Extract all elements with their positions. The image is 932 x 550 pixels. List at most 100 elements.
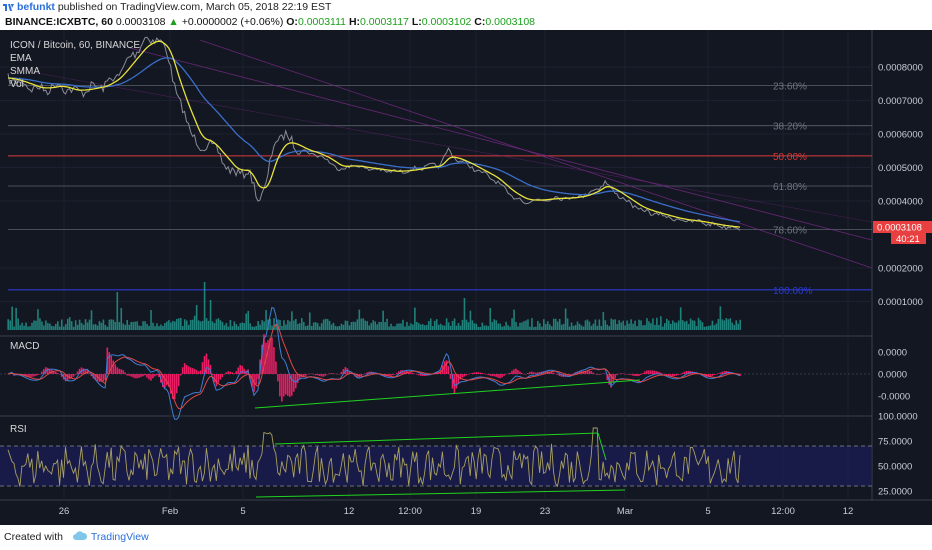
volume-bar-167 — [338, 325, 341, 330]
volume-bar-350 — [701, 322, 704, 330]
volume-bar-237 — [477, 326, 480, 330]
macd-label: MACD — [10, 341, 39, 352]
macd-hist-178 — [360, 374, 363, 376]
volume-bar-116 — [237, 326, 240, 330]
macd-hist-12 — [31, 374, 33, 377]
macd-hist-275 — [552, 372, 555, 374]
footer-brand[interactable]: TradingView — [90, 531, 149, 543]
volume-bar-102 — [209, 300, 212, 330]
volume-bar-284 — [570, 322, 573, 330]
volume-bar-283 — [568, 326, 571, 330]
volume-bar-188 — [380, 322, 382, 330]
macd-hist-71 — [148, 374, 150, 380]
macd-hist-239 — [481, 372, 484, 374]
macd-hist-64 — [134, 374, 136, 379]
volume-bar-89 — [183, 319, 186, 330]
volume-bar-369 — [739, 319, 741, 330]
author-name[interactable]: befunkt — [17, 1, 55, 13]
macd-hist-118 — [241, 365, 243, 374]
volume-bar-53 — [112, 319, 115, 330]
macd-hist-321 — [644, 371, 646, 374]
time-tick-8: 5 — [705, 506, 710, 517]
macd-hist-59 — [124, 372, 126, 374]
macd-hist-21 — [48, 368, 51, 374]
volume-bar-362 — [725, 318, 728, 330]
fib-retracement[interactable]: 23.60% 38.20% 50.00% 61.80% 78.60% 100.00% — [8, 81, 872, 297]
volume-bar-341 — [683, 321, 686, 330]
volume-bar-17 — [41, 321, 43, 330]
volume-bar-7 — [21, 322, 23, 330]
macd-hist-134 — [273, 347, 275, 374]
volume-bar-275 — [552, 318, 555, 330]
time-tick-5: 19 — [471, 506, 482, 517]
volume-bar-196 — [396, 323, 398, 330]
macd-hist-42 — [90, 374, 93, 377]
volume-bar-163 — [330, 324, 333, 330]
macd-hist-51 — [108, 352, 111, 374]
volume-bar-336 — [673, 322, 676, 330]
macd-hist-9 — [25, 374, 27, 377]
volume-bar-233 — [469, 310, 472, 330]
macd-hist-203 — [409, 372, 412, 374]
macd-hist-106 — [217, 374, 220, 383]
macd-hist-313 — [628, 374, 630, 375]
volume-bar-295 — [592, 323, 595, 330]
volume-bar-95 — [195, 305, 198, 330]
volume-bar-178 — [360, 318, 363, 330]
macd-hist-68 — [142, 374, 144, 377]
volume-bar-87 — [179, 318, 182, 330]
volume-bar-126 — [257, 321, 259, 330]
last-price-tag — [873, 221, 932, 233]
time-tick-1: Feb — [162, 506, 178, 517]
time-tick-7: Mar — [617, 506, 633, 517]
macd-hist-268 — [538, 372, 541, 374]
volume-bar-157 — [318, 326, 321, 330]
rsi-tick-3: 25.0000 — [878, 487, 912, 498]
price-tick-3: 0.0005000 — [878, 163, 923, 174]
macd-hist-107 — [219, 374, 222, 380]
volume-bar-155 — [314, 322, 317, 330]
macd-hist-80 — [165, 374, 168, 386]
volume-bar-228 — [459, 325, 462, 330]
macd-hist-342 — [685, 370, 688, 374]
macd-hist-82 — [169, 374, 172, 394]
time-axis[interactable]: 26 Feb 5 12 12:00 19 23 Mar 5 12:00 12 — [59, 506, 854, 517]
ticker-bar: BINANCE:ICXBTC, 60 0.0003108 ▲ +0.000000… — [5, 15, 535, 29]
price-tick-1: 0.0007000 — [878, 96, 923, 107]
volume-bar-29 — [64, 324, 67, 330]
volume-bar-97 — [199, 321, 202, 330]
macd-hist-97 — [199, 370, 202, 374]
volume-bar-260 — [523, 321, 525, 330]
chart-svg[interactable]: 23.60% 38.20% 50.00% 61.80% 78.60% 100.00% 0.… — [0, 30, 932, 525]
price-axis[interactable]: 0.0008000 0.0007000 0.0006000 0.0005000 0.00… — [878, 63, 923, 498]
macd-tick-0: 0.0000 — [878, 348, 907, 359]
volume-bar-127 — [259, 324, 261, 330]
macd-hist-281 — [564, 374, 567, 377]
volume-bar-172 — [348, 325, 351, 330]
legend-vol[interactable]: Vol — [10, 79, 24, 90]
volume-bar-267 — [537, 320, 539, 330]
legend-smma[interactable]: SMMA — [10, 66, 40, 77]
macd-hist-72 — [150, 374, 152, 381]
macd-hist-34 — [74, 374, 77, 375]
macd-hist-234 — [471, 372, 474, 374]
macd-hist-266 — [534, 372, 537, 374]
legend-ema[interactable]: EMA — [10, 53, 32, 64]
macd-hist-137 — [279, 374, 281, 397]
macd-hist-111 — [227, 371, 230, 374]
volume-bar-120 — [245, 313, 248, 330]
macd-hist-270 — [542, 371, 545, 374]
volume-bar-56 — [118, 322, 121, 330]
volume-bar-135 — [275, 324, 277, 330]
fib-label-4: 78.60% — [773, 226, 807, 237]
volume-bar-288 — [578, 323, 581, 330]
volume-bar-20 — [47, 323, 49, 330]
macd-hist-264 — [531, 371, 533, 374]
trend-lines[interactable] — [19, 39, 873, 269]
volume-bar-201 — [406, 321, 408, 330]
chart-area[interactable]: 23.60% 38.20% 50.00% 61.80% 78.60% 100.00% 0.… — [0, 30, 932, 525]
volume-bar-57 — [120, 308, 123, 330]
volume-bar-109 — [223, 325, 226, 330]
volume-bar-338 — [677, 320, 680, 330]
volume-bar-198 — [400, 323, 402, 330]
